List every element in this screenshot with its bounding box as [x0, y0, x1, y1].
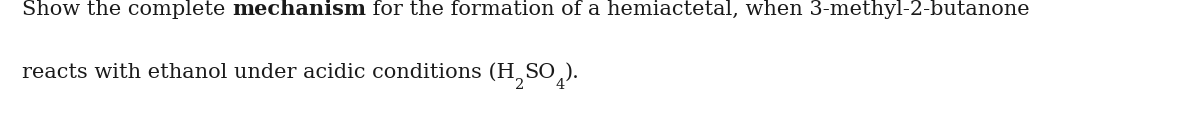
Text: 2: 2 — [515, 78, 524, 92]
Text: ).: ). — [564, 62, 580, 82]
Text: SO: SO — [524, 62, 556, 82]
Text: 4: 4 — [556, 78, 564, 92]
Text: mechanism: mechanism — [232, 0, 366, 19]
Text: for the formation of a hemiactetal, when 3-methyl-2-butanone: for the formation of a hemiactetal, when… — [366, 0, 1030, 19]
Text: reacts with ethanol under acidic conditions (H: reacts with ethanol under acidic conditi… — [22, 62, 515, 82]
Text: Show the complete: Show the complete — [22, 0, 232, 19]
